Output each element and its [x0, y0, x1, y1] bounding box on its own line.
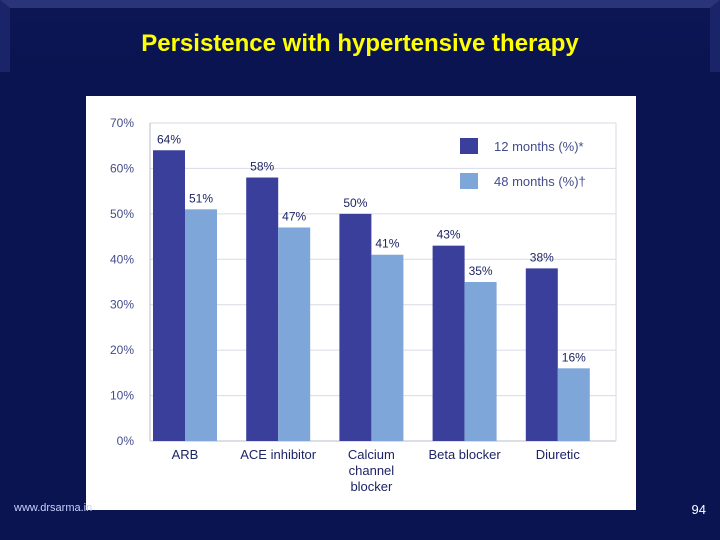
title-band-border: [0, 0, 720, 72]
category-label: ARB: [172, 447, 199, 462]
y-tick-label: 20%: [110, 343, 134, 357]
y-tick-label: 70%: [110, 116, 134, 130]
bar: [371, 254, 404, 441]
legend-swatch: [460, 173, 478, 189]
footer-website: www.drsarma.in: [14, 502, 93, 514]
y-tick-label: 50%: [110, 207, 134, 221]
category-label: Diuretic: [536, 447, 581, 462]
data-label: 51%: [189, 191, 213, 205]
category-label: blocker: [350, 479, 393, 494]
bar: [246, 177, 279, 441]
bar-chart: 0% 10% 20% 30% 40% 50% 60% 70% 64% 51% ARB 58% 47% AC…: [110, 116, 617, 494]
legend-swatch: [460, 138, 478, 154]
category-label: Beta blocker: [428, 447, 501, 462]
data-label: 64%: [157, 132, 181, 146]
bar: [339, 213, 372, 441]
bar: [278, 227, 311, 441]
y-tick-label: 40%: [110, 252, 134, 266]
chart-panel: 0% 10% 20% 30% 40% 50% 60% 70% 64% 51% ARB 58% 47% AC…: [86, 96, 636, 510]
bar: [525, 268, 558, 441]
data-label: 47%: [282, 209, 306, 223]
bar: [185, 209, 217, 441]
category-label: channel: [349, 463, 395, 478]
title-band: [0, 0, 720, 72]
data-label: 38%: [530, 250, 554, 264]
data-label: 58%: [250, 160, 274, 174]
bar: [464, 282, 497, 441]
bar: [153, 150, 185, 441]
data-label: 41%: [375, 237, 399, 251]
data-label: 50%: [343, 196, 367, 210]
y-tick-label: 30%: [110, 298, 134, 312]
data-label: 16%: [562, 350, 586, 364]
legend-label: 12 months (%)*: [494, 139, 584, 154]
legend-label: 48 months (%)†: [494, 174, 586, 189]
y-tick-label: 0%: [117, 434, 135, 448]
category-label: ACE inhibitor: [240, 447, 317, 462]
data-label: 43%: [437, 228, 461, 242]
page-number: 94: [691, 502, 706, 517]
y-tick-label: 10%: [110, 389, 134, 403]
bar: [557, 368, 590, 441]
slide-title: Persistence with hypertensive therapy: [141, 30, 579, 57]
y-tick-label: 60%: [110, 161, 134, 175]
bar: [432, 245, 465, 441]
category-label: Calcium: [348, 447, 395, 462]
data-label: 35%: [469, 264, 493, 278]
